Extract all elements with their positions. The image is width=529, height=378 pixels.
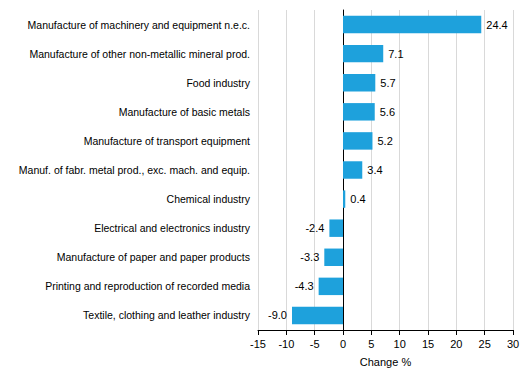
svg-text:5.7: 5.7 <box>380 77 395 89</box>
svg-text:-15: -15 <box>250 338 266 350</box>
svg-text:Electrical and electronics ind: Electrical and electronics industry <box>94 222 251 234</box>
svg-text:Chemical industry: Chemical industry <box>167 193 251 205</box>
svg-text:5.6: 5.6 <box>380 106 395 118</box>
svg-text:7.1: 7.1 <box>388 48 403 60</box>
svg-text:Printing and reproduction of r: Printing and reproduction of recorded me… <box>45 280 250 292</box>
svg-text:25: 25 <box>479 338 491 350</box>
svg-text:Manufacture of other non-metal: Manufacture of other non-metallic minera… <box>29 48 250 60</box>
svg-text:Manufacture of transport equip: Manufacture of transport equipment <box>84 135 250 147</box>
svg-text:Manufacture of machinery and e: Manufacture of machinery and equipment n… <box>28 19 250 31</box>
svg-text:-4.3: -4.3 <box>295 280 314 292</box>
svg-text:15: 15 <box>422 338 434 350</box>
svg-text:Textile, clothing and leather: Textile, clothing and leather industry <box>83 309 251 321</box>
svg-text:20: 20 <box>450 338 462 350</box>
svg-text:Change %: Change % <box>360 356 412 368</box>
svg-text:3.4: 3.4 <box>367 164 382 176</box>
svg-text:-2.4: -2.4 <box>305 222 324 234</box>
svg-text:24.4: 24.4 <box>486 19 507 31</box>
svg-text:-10: -10 <box>278 338 294 350</box>
svg-text:30: 30 <box>507 338 519 350</box>
svg-text:10: 10 <box>394 338 406 350</box>
svg-text:Food industry: Food industry <box>186 77 250 89</box>
svg-text:Manuf. of fabr. metal prod., e: Manuf. of fabr. metal prod., exc. mach. … <box>19 164 250 176</box>
svg-text:0: 0 <box>340 338 346 350</box>
svg-text:-9.0: -9.0 <box>268 309 287 321</box>
svg-text:-3.3: -3.3 <box>300 251 319 263</box>
svg-text:-5: -5 <box>310 338 320 350</box>
svg-text:Manufacture of basic metals: Manufacture of basic metals <box>119 106 250 118</box>
svg-text:5.2: 5.2 <box>377 135 392 147</box>
svg-text:0.4: 0.4 <box>350 193 365 205</box>
svg-text:Manufacture of paper and paper: Manufacture of paper and paper products <box>57 251 250 263</box>
svg-text:5: 5 <box>368 338 374 350</box>
